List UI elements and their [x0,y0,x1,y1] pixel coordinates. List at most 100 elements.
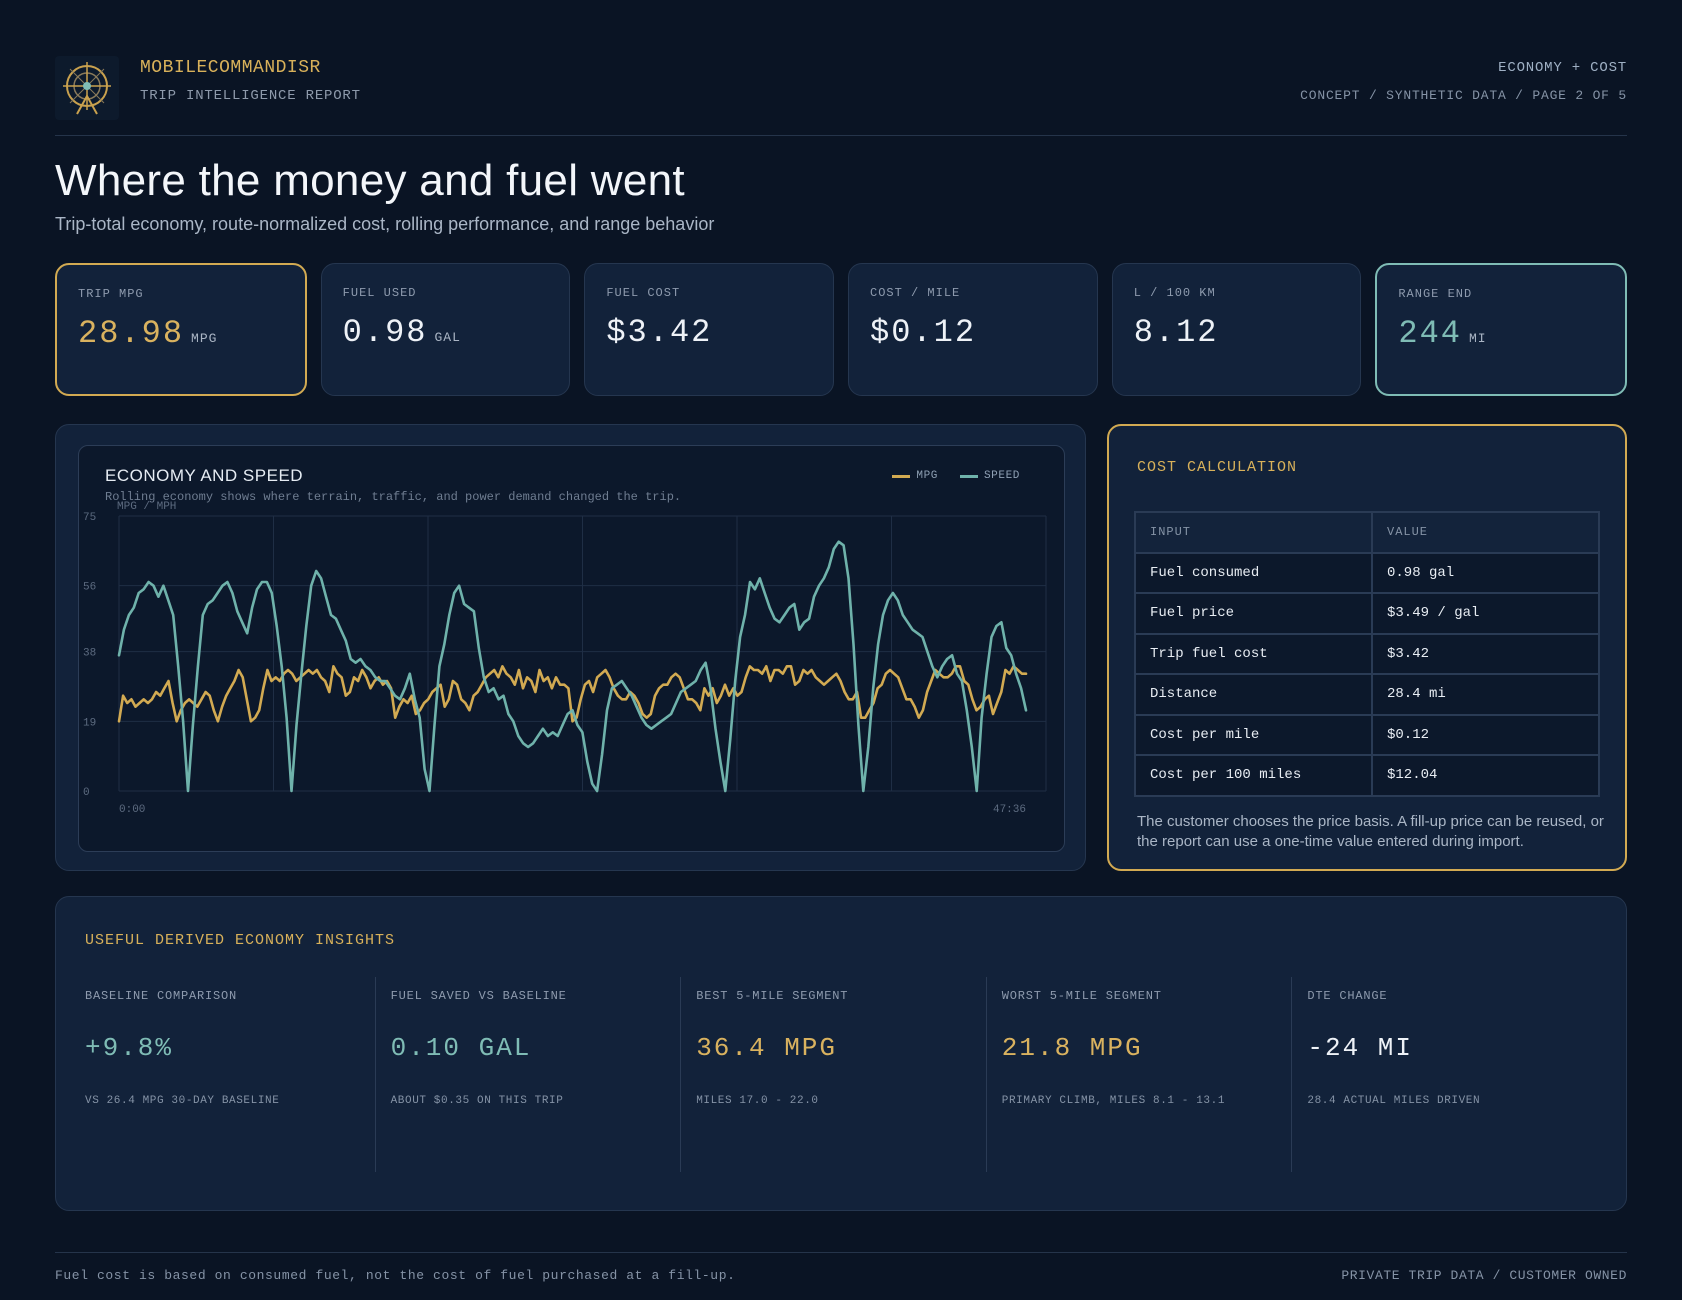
row-input: Cost per mile [1134,713,1373,756]
y-tick-label: 56 [83,582,96,594]
kpi-value: 8.12 [1133,314,1219,351]
kpi-label: FUEL USED [342,286,417,300]
row-value: $3.42 [1371,632,1600,675]
kpi-label: TRIP MPG [78,287,144,301]
legend-item-mpg: MPG [892,470,938,482]
page-subtitle: Trip-total economy, route-normalized cos… [55,214,715,234]
y-tick-label: 0 [83,787,90,799]
chart-legend: MPG SPEED [892,470,1020,482]
row-input: Cost per 100 miles [1134,754,1373,797]
chart-subtitle: Rolling economy shows where terrain, tra… [105,490,682,504]
insight-label: DTE CHANGE [1307,989,1388,1003]
column-header-value: VALUE [1371,511,1600,554]
kpi-label: COST / MILE [870,286,961,300]
column-header-input: INPUT [1134,511,1373,554]
legend-swatch-mpg [892,474,911,478]
brand-name: MOBILECOMMANDISR [140,58,321,78]
kpi-value: $0.12 [870,314,977,351]
kpi-unit: MI [1468,331,1487,346]
economy-speed-card: 0 19 38 56 75 MPG / MPH 0:00 47:36 ECONOMY AND … [55,424,1086,871]
x-tick-label: 47:36 [993,804,1026,816]
insight-note: PRIMARY CLIMB, MILES 8.1 - 13.1 [1001,1095,1226,1107]
insights-columns: BASELINE COMPARISON +9.8% VS 26.4 MPG 30… [85,977,1597,1172]
cost-note: The customer chooses the price basis. A … [1137,813,1604,850]
insight-note: 28.4 ACTUAL MILES DRIVEN [1307,1095,1481,1107]
insight-label: BEST 5-MILE SEGMENT [696,989,849,1003]
legend-swatch-speed [959,474,978,478]
kpi-fuel-used: FUEL USED 0.98 GAL [320,263,571,396]
insights-title: USEFUL DERIVED ECONOMY INSIGHTS [85,932,396,949]
insight-label: FUEL SAVED VS BASELINE [390,989,567,1003]
footer-note: Fuel cost is based on consumed fuel, not… [55,1268,736,1283]
row-value: $0.12 [1371,713,1600,756]
kpi-cost-per-mile: COST / MILE $0.12 [848,263,1098,396]
table-row: Trip fuel cost $3.42 [1134,632,1600,675]
y-tick-label: 19 [83,717,96,729]
row-input: Distance [1134,673,1373,716]
kpi-fuel-cost: FUEL COST $3.42 [584,263,835,396]
footer-privacy: PRIVATE TRIP DATA / CUSTOMER OWNED [1341,1268,1627,1283]
kpi-value: 0.98 [342,314,428,351]
economy-speed-chart: 0 19 38 56 75 MPG / MPH 0:00 47:36 [83,501,1047,816]
compass-logo-icon [55,56,119,120]
insight-note: VS 26.4 MPG 30-DAY BASELINE [85,1095,280,1107]
table-row: Distance 28.4 mi [1134,673,1600,716]
kpi-unit: GAL [434,330,461,345]
kpi-l-per-100km: L / 100 KM 8.12 [1111,263,1362,396]
insight-baseline-comparison: BASELINE COMPARISON +9.8% VS 26.4 MPG 30… [85,977,376,1172]
insight-label: WORST 5-MILE SEGMENT [1001,989,1162,1003]
insight-value: +9.8% [85,1033,174,1063]
legend-label: MPG [916,470,938,482]
report-name: TRIP INTELLIGENCE REPORT [140,88,361,104]
kpi-value: 28.98 [78,315,185,352]
table-row: Cost per mile $0.12 [1134,713,1600,756]
cost-table-header: INPUT VALUE [1134,511,1600,554]
table-row: Fuel price $3.49 / gal [1134,592,1600,635]
report-header: MOBILECOMMANDISR TRIP INTELLIGENCE REPOR… [55,52,1627,136]
economy-insights-card: USEFUL DERIVED ECONOMY INSIGHTS BASELINE… [55,896,1627,1211]
kpi-row: TRIP MPG 28.98 MPG FUEL USED 0.98 GAL FUEL… [55,263,1628,396]
insight-value: 36.4 MPG [696,1033,838,1063]
y-tick-label: 38 [83,648,96,660]
page-title: Where the money and fuel went [55,156,685,205]
row-input: Trip fuel cost [1134,632,1373,675]
table-row: Fuel consumed 0.98 gal [1134,551,1600,594]
insight-value: -24 MI [1307,1033,1413,1063]
x-tick-label: 0:00 [119,804,145,816]
insight-fuel-saved: FUEL SAVED VS BASELINE 0.10 GAL ABOUT $0… [376,977,682,1172]
insight-note: ABOUT $0.35 ON THIS TRIP [390,1095,564,1107]
y-axis-label: MPG / MPH [117,501,176,513]
cost-title: COST CALCULATION [1137,459,1298,476]
insight-value: 21.8 MPG [1001,1033,1143,1063]
kpi-unit: MPG [191,331,218,346]
cost-table: INPUT VALUE Fuel consumed 0.98 gal Fuel p… [1134,511,1600,797]
insight-note: MILES 17.0 - 22.0 [696,1095,819,1107]
insight-label: BASELINE COMPARISON [85,989,238,1003]
row-input: Fuel price [1134,592,1373,635]
page-meta: CONCEPT / SYNTHETIC DATA / PAGE 2 OF 5 [1300,88,1627,103]
section-label: ECONOMY + COST [1498,60,1627,76]
row-value: $3.49 / gal [1371,592,1600,635]
insight-value: 0.10 GAL [390,1033,532,1063]
insight-dte-change: DTE CHANGE -24 MI 28.4 ACTUAL MILES DRIV… [1292,977,1597,1172]
row-value: 0.98 gal [1371,551,1600,594]
kpi-trip-mpg: TRIP MPG 28.98 MPG [55,263,307,396]
chart-title: ECONOMY AND SPEED [105,466,304,485]
legend-item-speed: SPEED [959,470,1020,482]
series-line-mpg [117,665,1028,723]
y-tick-label: 75 [83,512,96,524]
row-value: 28.4 mi [1371,673,1600,716]
chart-panel: 0 19 38 56 75 MPG / MPH 0:00 47:36 ECONOMY AND … [78,445,1065,852]
kpi-value: $3.42 [606,314,713,351]
kpi-label: L / 100 KM [1133,286,1216,300]
insight-best-segment: BEST 5-MILE SEGMENT 36.4 MPG MILES 17.0 … [681,977,987,1172]
kpi-label: RANGE END [1398,287,1473,301]
row-value: $12.04 [1371,754,1600,797]
kpi-range-end: RANGE END 244 MI [1375,263,1628,396]
series-line-speed [117,540,1028,793]
legend-label: SPEED [983,470,1020,482]
table-row: Cost per 100 miles $12.04 [1134,754,1600,797]
row-input: Fuel consumed [1134,551,1373,594]
page-footer: Fuel cost is based on consumed fuel, not… [55,1252,1627,1283]
insight-worst-segment: WORST 5-MILE SEGMENT 21.8 MPG PRIMARY CL… [987,977,1293,1172]
